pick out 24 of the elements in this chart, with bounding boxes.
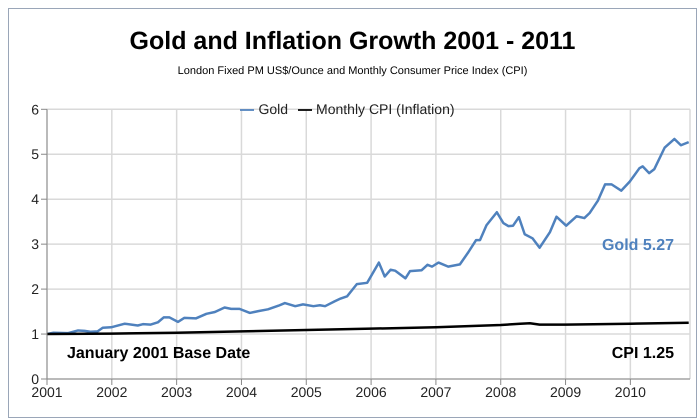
x-tick-label: 2005 [290, 384, 322, 400]
chart-subtitle: London Fixed PM US$/Ounce and Monthly Consumer Price Index (CPI) [176, 65, 528, 77]
y-tick-label: 1 [31, 326, 40, 342]
x-tick-label: 2006 [356, 384, 387, 400]
y-tick-label: 3 [31, 236, 40, 252]
annotation: CPI 1.25 [612, 345, 674, 363]
annotation: Gold 5.27 [602, 237, 674, 255]
y-tick-label: 4 [31, 191, 40, 208]
legend-label: Gold [258, 101, 288, 117]
x-tick-label: 2010 [614, 384, 646, 400]
x-tick-label: 2007 [420, 384, 452, 400]
legend-label: Monthly CPI (Inflation) [316, 101, 455, 117]
line-series [47, 138, 690, 336]
x-tick-label: 2002 [96, 384, 128, 400]
annotation: January 2001 Base Date [67, 345, 250, 363]
x-tick-label: 2003 [161, 384, 192, 400]
x-tick-label: 2008 [485, 384, 517, 400]
x-tick-label: 2009 [550, 384, 582, 400]
chart-title: Gold and Inflation Growth 2001 - 2011 [128, 27, 576, 56]
x-tick-label: 2004 [226, 384, 258, 400]
line-series [47, 322, 690, 336]
y-tick-label: 2 [31, 281, 40, 298]
y-tick-label: 5 [31, 146, 40, 162]
y-tick-label: 6 [31, 101, 40, 118]
